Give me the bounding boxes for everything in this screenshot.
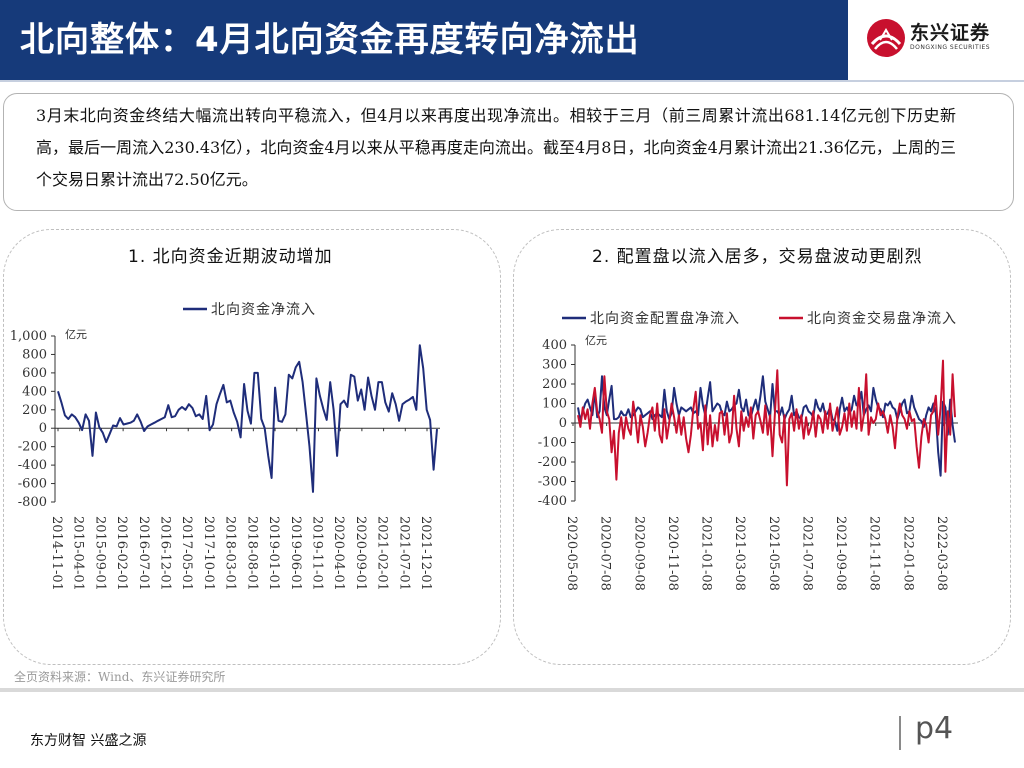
chart1-y-tick-label: -800 bbox=[18, 495, 47, 510]
chart1-x-tick-label: 2019-01-01 bbox=[266, 516, 281, 591]
logo-name-en: DONGXING SECURITIES bbox=[910, 44, 991, 51]
chart1-y-tick-label: 0 bbox=[39, 421, 47, 436]
chart2-y-tick-label: -300 bbox=[538, 475, 567, 490]
chart1-y-tick-label: 400 bbox=[22, 384, 47, 399]
chart1-x-tick-label: 2017-10-01 bbox=[201, 516, 216, 591]
page-number: p4 bbox=[915, 711, 954, 746]
chart1-x-tick-label: 2018-03-01 bbox=[223, 516, 238, 591]
chart2-x-tick-label: 2020-09-08 bbox=[631, 516, 646, 591]
page-number-separator bbox=[899, 716, 901, 750]
chart2-x-tick-label: 2021-01-08 bbox=[699, 516, 714, 591]
chart1-y-tick-label: -400 bbox=[18, 458, 47, 473]
logo-mark-icon bbox=[867, 19, 905, 57]
chart1-y-tick-label: 800 bbox=[22, 347, 47, 362]
chart1-x-tick-label: 2019-06-01 bbox=[288, 516, 303, 591]
chart-1-net-inflow: -800 -600 -400 -200 0 200 400 600 800 1,000 亿元 2014… bbox=[10, 302, 440, 591]
chart1-x-tick-label: 2019-11-01 bbox=[309, 516, 324, 591]
chart-1-title: 1. 北向资金近期波动增加 bbox=[128, 247, 333, 267]
source-note: 全页资料来源：Wind、东兴证券研究所 bbox=[14, 670, 226, 684]
chart2-x-tick-label: 2022-03-08 bbox=[934, 516, 949, 591]
header-divider bbox=[0, 80, 1024, 82]
chart1-x-tick-label: 2014-11-01 bbox=[49, 516, 64, 591]
chart1-x-tick-label: 2015-09-01 bbox=[92, 516, 107, 591]
slide-title: 北向整体：4月北向资金再度转向净流出 bbox=[20, 20, 640, 60]
chart1-x-tick-label: 2016-12-01 bbox=[158, 516, 173, 591]
chart2-x-tick-label: 2021-09-08 bbox=[833, 516, 848, 591]
chart1-x-tick-label: 2020-09-01 bbox=[353, 516, 368, 591]
chart-2-allocation-vs-trading: -400 -300 -200 -100 0 100 200 300 400 亿元 2020-05-0… bbox=[538, 310, 958, 591]
footer-tagline: 东方财智 兴盛之源 bbox=[30, 733, 147, 749]
chart1-x-tick-label: 2021-07-01 bbox=[396, 516, 411, 591]
chart2-x-tick-label: 2021-07-08 bbox=[799, 516, 814, 591]
chart1-series-line-0 bbox=[57, 344, 438, 493]
chart1-y-tick-label: 1,000 bbox=[10, 329, 47, 344]
chart2-y-tick-label: -100 bbox=[538, 436, 567, 451]
chart1-x-tick-label: 2020-04-01 bbox=[331, 516, 346, 591]
chart2-y-tick-label: 200 bbox=[542, 377, 567, 392]
chart-panel-2 bbox=[513, 229, 1011, 665]
chart2-series-line-0 bbox=[577, 375, 956, 477]
chart2-legend-label-0: 北向资金配置盘净流入 bbox=[590, 310, 740, 327]
chart1-x-tick-label: 2017-05-01 bbox=[179, 516, 194, 591]
chart2-x-tick-label: 2021-03-08 bbox=[732, 516, 747, 591]
chart2-y-tick-label: -200 bbox=[538, 455, 567, 470]
logo-name-cn: 东兴证券 bbox=[910, 22, 991, 44]
chart1-legend-label-0: 北向资金净流入 bbox=[211, 302, 316, 318]
chart2-x-tick-label: 2021-11-08 bbox=[867, 516, 882, 591]
chart-2-title: 2. 配置盘以流入居多，交易盘波动更剧烈 bbox=[592, 247, 923, 267]
chart1-y-tick-label: 600 bbox=[22, 366, 47, 381]
company-logo: 东兴证券 DONGXING SECURITIES bbox=[848, 0, 1024, 80]
chart-panel-1 bbox=[3, 229, 501, 665]
chart1-y-tick-label: -600 bbox=[18, 477, 47, 492]
chart2-x-tick-label: 2022-01-08 bbox=[900, 516, 915, 591]
chart2-series-line-1 bbox=[577, 359, 956, 487]
summary-text: 3月末北向资金终结大幅流出转向平稳流入，但4月以来再度出现净流出。相较于三月（前… bbox=[36, 106, 956, 189]
chart1-x-tick-label: 2021-02-01 bbox=[375, 516, 390, 591]
chart2-unit-label: 亿元 bbox=[585, 334, 607, 347]
summary-box bbox=[3, 93, 1014, 211]
chart2-y-tick-label: 100 bbox=[542, 397, 567, 412]
chart2-y-tick-label: 300 bbox=[542, 358, 567, 373]
footer-divider bbox=[0, 688, 1024, 692]
chart1-x-tick-label: 2016-07-01 bbox=[136, 516, 151, 591]
chart1-x-tick-label: 2015-04-01 bbox=[71, 516, 86, 591]
chart1-y-tick-label: 200 bbox=[22, 403, 47, 418]
chart2-x-tick-label: 2020-07-08 bbox=[598, 516, 613, 591]
chart1-x-tick-label: 2018-08-01 bbox=[244, 516, 259, 591]
chart2-x-tick-label: 2020-05-08 bbox=[564, 516, 579, 591]
chart2-y-tick-label: 400 bbox=[542, 338, 567, 353]
chart1-x-tick-label: 2016-02-01 bbox=[114, 516, 129, 591]
header-bar: 北向整体：4月北向资金再度转向净流出 bbox=[0, 0, 848, 80]
chart1-unit-label: 亿元 bbox=[65, 328, 87, 341]
chart2-legend-label-1: 北向资金交易盘净流入 bbox=[807, 310, 957, 327]
chart2-y-tick-label: 0 bbox=[559, 416, 567, 431]
chart2-x-tick-label: 2020-11-08 bbox=[665, 516, 680, 591]
chart2-x-tick-label: 2021-05-08 bbox=[766, 516, 781, 591]
chart2-y-tick-label: -400 bbox=[538, 494, 567, 509]
chart1-x-tick-label: 2021-12-01 bbox=[418, 516, 433, 591]
chart1-y-tick-label: -200 bbox=[18, 440, 47, 455]
